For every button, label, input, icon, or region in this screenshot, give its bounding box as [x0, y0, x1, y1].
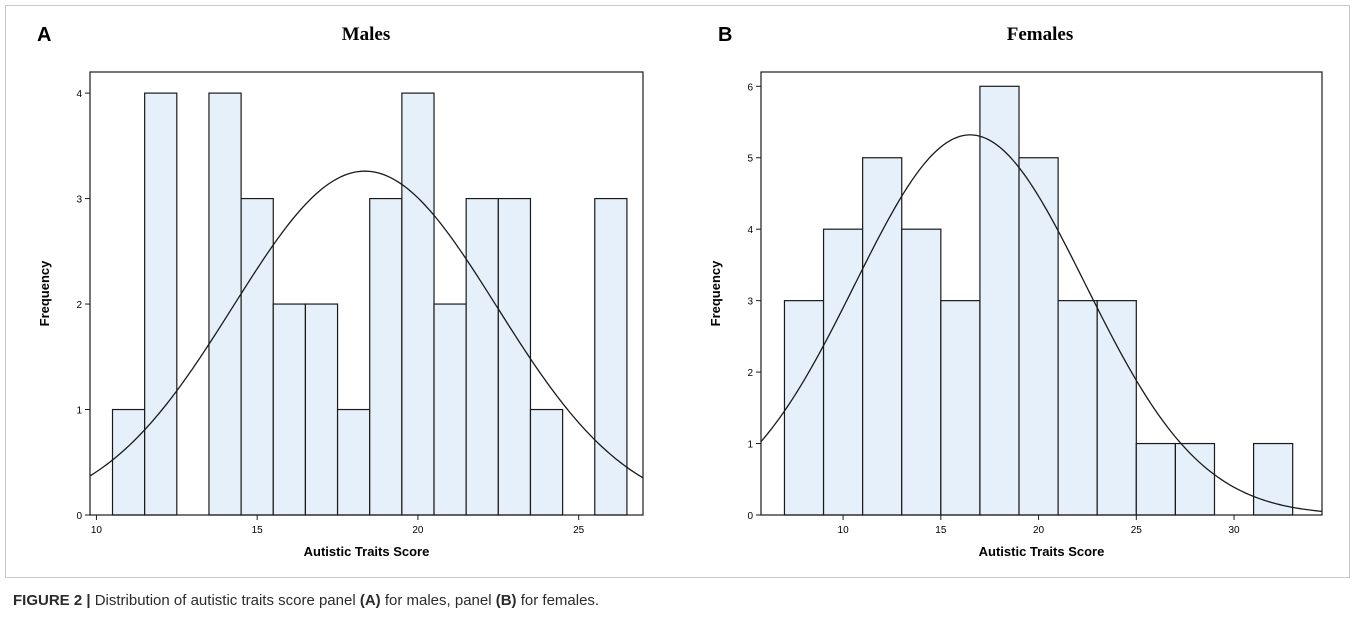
histogram-bar: [336, 408, 371, 516]
caption-text-2: for males, panel: [380, 592, 496, 609]
histogram-bar: [111, 408, 146, 516]
histogram-bar: [1057, 300, 1098, 516]
histogram-bar: [401, 92, 435, 516]
y-tick-label: 4: [747, 225, 753, 236]
histogram-bar: [144, 92, 178, 516]
histogram-bar: [1135, 442, 1176, 516]
y-tick-label: 2: [747, 368, 753, 379]
histogram-bar: [529, 408, 564, 516]
histogram-bar: [1096, 300, 1137, 516]
chart-title: Males: [342, 24, 391, 45]
histogram-bar: [272, 303, 307, 516]
caption-panel-a: (A): [359, 592, 381, 609]
figure-caption: FIGURE 2 | Distribution of autistic trai…: [13, 592, 599, 609]
y-tick-label: 2: [76, 300, 82, 311]
y-tick-label: 3: [76, 195, 82, 206]
histogram-bar: [208, 92, 242, 516]
histogram-bar: [979, 85, 1020, 516]
caption-panel-b: (B): [495, 592, 517, 609]
x-axis-label: Autistic Traits Score: [979, 544, 1105, 559]
x-tick-label: 10: [838, 525, 850, 536]
histogram-bar: [862, 157, 903, 516]
histogram-bar: [465, 197, 499, 516]
panel-label-b: B: [718, 24, 733, 46]
figure-frame: [5, 5, 1350, 578]
panel-label-a: A: [37, 24, 52, 46]
y-axis-label: Frequency: [708, 260, 723, 327]
normal-curve: [90, 170, 643, 479]
histogram-bar: [940, 300, 981, 516]
x-tick-label: 25: [573, 525, 585, 536]
histogram-bar: [240, 197, 274, 516]
x-tick-label: 30: [1228, 525, 1240, 536]
caption-text-1: Distribution of autistic traits score pa…: [90, 592, 360, 609]
y-tick-label: 6: [747, 82, 753, 93]
histogram-bar: [304, 303, 339, 516]
histogram-bar: [594, 197, 628, 516]
histogram-bar: [783, 300, 825, 516]
caption-label: FIGURE 2 |: [13, 592, 91, 609]
y-tick-label: 1: [747, 440, 753, 451]
histogram-bar: [1252, 442, 1294, 516]
panel-females: Females 0 1 2 3 4 5 6 10 15 20 25 30 Autistic Traits …: [708, 24, 1323, 559]
x-axis-label: Autistic Traits Score: [304, 544, 430, 559]
y-tick-label: 3: [747, 297, 753, 308]
y-tick-label: 1: [76, 406, 82, 417]
histogram-bar: [822, 228, 864, 516]
y-tick-label: 4: [76, 89, 82, 100]
y-axis-label: Frequency: [37, 260, 52, 327]
x-tick-label: 25: [1131, 525, 1143, 536]
histogram-bar: [497, 197, 532, 516]
x-tick-label: 15: [935, 525, 947, 536]
histogram-bar: [1018, 157, 1059, 516]
y-tick-label: 5: [747, 154, 753, 165]
histogram-bar: [433, 303, 467, 516]
x-tick-label: 10: [91, 525, 103, 536]
y-tick-label: 0: [747, 511, 753, 522]
y-tick-label: 0: [76, 511, 82, 522]
x-tick-label: 20: [1033, 525, 1045, 536]
histogram-bar: [901, 228, 942, 516]
histogram-bar: [369, 197, 403, 516]
normal-curve: [761, 134, 1322, 513]
panel-males: Males 0 1 2 3 4 10 15 20 25 Autistic Traits Score F…: [37, 24, 644, 559]
chart-title: Females: [1007, 24, 1073, 45]
plot-frame: [760, 71, 1323, 516]
caption-text-3: for females.: [516, 592, 600, 609]
histogram-bar: [1174, 442, 1216, 516]
x-tick-label: 15: [252, 525, 264, 536]
x-tick-label: 20: [412, 525, 424, 536]
plot-frame: [89, 71, 644, 516]
